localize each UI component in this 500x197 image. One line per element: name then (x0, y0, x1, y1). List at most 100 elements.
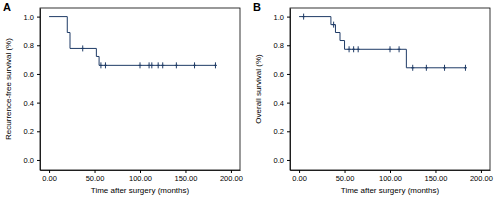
censor-mark-shape (357, 46, 360, 52)
censor-mark (357, 46, 360, 52)
x-tick-label: 0.00 (292, 174, 307, 183)
censor-mark (175, 62, 178, 68)
censor-mark-shape (411, 65, 414, 71)
censor-mark (389, 46, 392, 52)
y-tick-mark (287, 131, 290, 132)
y-tick-mark (287, 160, 290, 161)
x-tick-label: 200.00 (470, 174, 493, 183)
y-tick: 0.8 (24, 41, 40, 50)
censor-mark-shape (104, 62, 107, 68)
y-axis: 0.0 0.2 0.4 0.6 0.8 1.0 (274, 9, 291, 171)
y-tick-mark (37, 74, 40, 75)
censor-mark (352, 46, 355, 52)
censor-mark-shape (425, 65, 428, 71)
y-tick-label: 1.0 (274, 13, 284, 22)
y-tick: 0.2 (274, 127, 290, 136)
censor-mark (398, 46, 401, 52)
figure: 0.0050.00100.00150.00200.000.00.20.40.60… (0, 0, 500, 197)
y-tick-label: 0.0 (274, 156, 284, 165)
y-tick-mark (287, 45, 290, 46)
x-tick: 150.00 (174, 170, 197, 183)
y-tick-mark (287, 74, 290, 75)
x-tick-label: 100.00 (379, 174, 402, 183)
censor-mark (302, 14, 305, 20)
x-tick: 50.00 (86, 170, 105, 183)
x-tick-label: 150.00 (424, 174, 447, 183)
y-tick-mark (37, 17, 40, 18)
y-tick: 1.0 (274, 13, 290, 22)
y-tick: 0.6 (24, 70, 40, 79)
censor-mark (214, 62, 217, 68)
plot-frame (40, 8, 240, 170)
censor-mark (139, 62, 142, 68)
censor-mark-shape (332, 22, 335, 28)
x-tick-label: 0.00 (42, 174, 57, 183)
censor-mark-shape (443, 65, 446, 71)
y-tick-mark (37, 45, 40, 46)
censor-mark-shape (352, 46, 355, 52)
censor-mark-shape (398, 46, 401, 52)
censor-mark-shape (139, 62, 142, 68)
x-tick: 0.00 (292, 170, 307, 183)
censor-mark-shape (99, 62, 102, 68)
plot-frame (290, 8, 490, 170)
x-tick: 200.00 (470, 170, 493, 183)
y-tick: 0.4 (274, 99, 290, 108)
y-tick-label: 0.6 (24, 70, 34, 79)
x-tick-label: 150.00 (174, 174, 197, 183)
censor-mark (99, 62, 102, 68)
y-axis-line (40, 9, 41, 171)
y-tick-label: 0.8 (24, 41, 34, 50)
y-tick: 0.4 (24, 99, 40, 108)
censor-mark-shape (150, 62, 153, 68)
y-tick-label: 0.4 (274, 99, 284, 108)
y-tick-label: 0.2 (24, 127, 34, 136)
x-tick: 150.00 (424, 170, 447, 183)
censor-mark-shape (81, 45, 84, 51)
survival-curve (299, 17, 465, 68)
censor-mark (104, 62, 107, 68)
censor-mark (81, 45, 84, 51)
y-tick-label: 1.0 (24, 13, 34, 22)
censor-mark-shape (389, 46, 392, 52)
censor-mark-shape (175, 62, 178, 68)
y-tick-label: 0.8 (274, 41, 284, 50)
y-axis-line (290, 9, 291, 171)
censor-mark-shape (464, 65, 467, 71)
censor-mark (425, 65, 428, 71)
censor-mark-shape (148, 62, 151, 68)
y-tick-mark (37, 160, 40, 161)
censor-mark (443, 65, 446, 71)
censor-mark-shape (161, 62, 164, 68)
x-tick-label: 200.00 (220, 174, 243, 183)
y-tick: 1.0 (24, 13, 40, 22)
censor-mark (161, 62, 164, 68)
censor-mark (464, 65, 467, 71)
x-tick: 100.00 (379, 170, 402, 183)
y-tick: 0.0 (24, 156, 40, 165)
panel: 0.0050.00100.00150.00200.000.00.20.40.60… (253, 1, 493, 195)
censor-mark-shape (193, 62, 196, 68)
y-axis-title: Overall survival (%) (254, 54, 263, 124)
y-tick-label: 0.2 (274, 127, 284, 136)
censor-mark (348, 46, 351, 52)
censor-mark (411, 65, 414, 71)
y-tick-mark (287, 103, 290, 104)
y-tick: 0.2 (24, 127, 40, 136)
y-tick: 0.8 (274, 41, 290, 50)
x-axis-title: Time after surgery (months) (341, 186, 440, 195)
censor-mark-shape (214, 62, 217, 68)
y-tick-label: 0.4 (24, 99, 34, 108)
plot-area (49, 17, 217, 69)
y-axis-title: Recurrence-free survival (%) (4, 38, 13, 140)
censor-mark (157, 62, 160, 68)
y-axis: 0.0 0.2 0.4 0.6 0.8 1.0 (24, 9, 41, 171)
censor-mark-shape (348, 46, 351, 52)
x-tick: 0.00 (42, 170, 57, 183)
plot-area (299, 14, 467, 71)
x-tick-label: 100.00 (129, 174, 152, 183)
y-tick: 0.6 (274, 70, 290, 79)
x-axis-title: Time after surgery (months) (91, 186, 190, 195)
x-tick-label: 50.00 (336, 174, 355, 183)
panel-label: B (253, 1, 261, 13)
